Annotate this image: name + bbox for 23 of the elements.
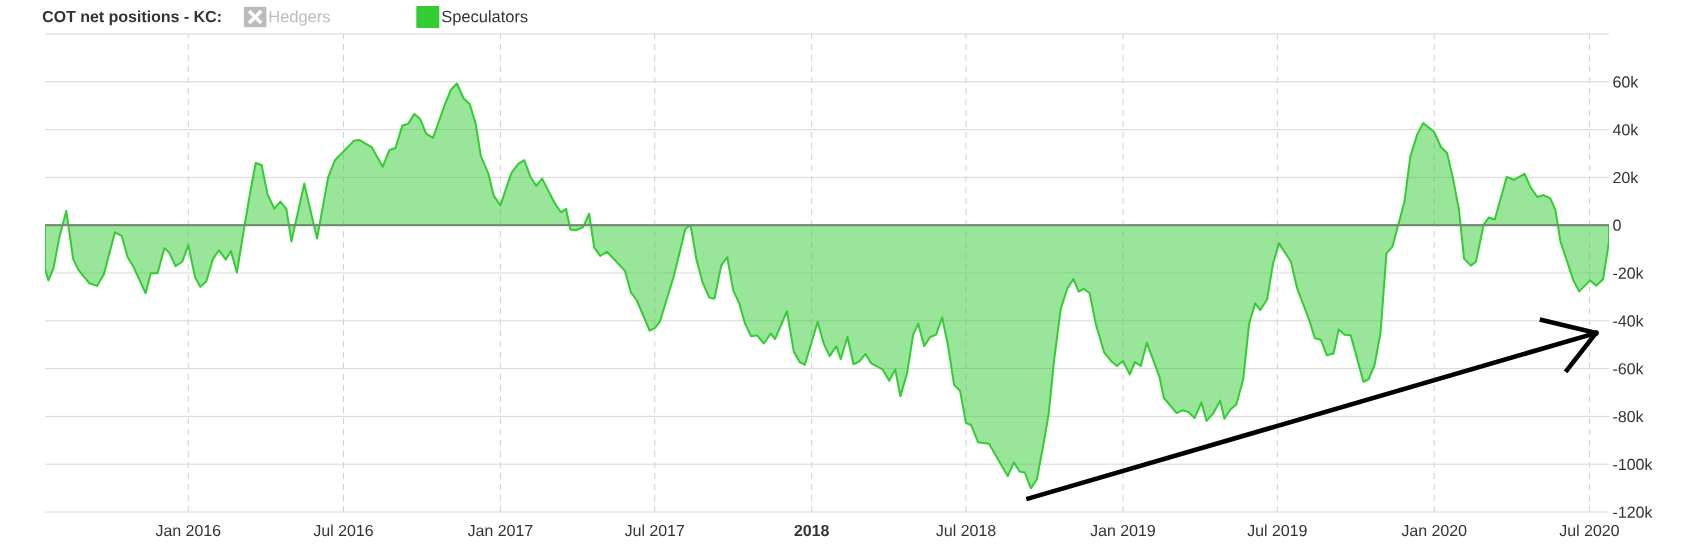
y-tick-label: -100k [1613,458,1653,471]
y-tick-label: -120k [1613,506,1653,518]
y-tick-label: -80k [1613,410,1644,423]
x-tick-label: Jan 2020 [1401,524,1467,537]
x-tick-label: Jan 2017 [467,524,533,537]
y-tick-label: -20k [1613,267,1644,279]
y-tick-label: 40k [1612,123,1639,136]
y-tick-label: 60k [1613,75,1639,88]
y-tick-label: -60k [1613,362,1644,375]
legend-label: Speculators [442,10,528,26]
x-tick-label: Jan 2016 [155,524,221,537]
x-tick-label: Jul 2019 [1247,524,1307,537]
x-tick-label: Jul 2017 [624,524,685,537]
y-tick-label: 0 [1613,219,1621,231]
y-tick-label: 20k [1613,171,1639,184]
legend-label: Hedgers [269,10,330,26]
x-tick-label: Jul 2018 [936,524,996,537]
x-tick-label: Jan 2019 [1090,524,1155,537]
legend-title: COT net positions - KC: [42,10,221,26]
x-tick-label: 2018 [794,524,829,537]
x-tick-label: Jul 2020 [1559,524,1619,537]
x-tick-label: Jul 2016 [313,524,373,537]
y-tick-label: -40k [1613,314,1644,327]
